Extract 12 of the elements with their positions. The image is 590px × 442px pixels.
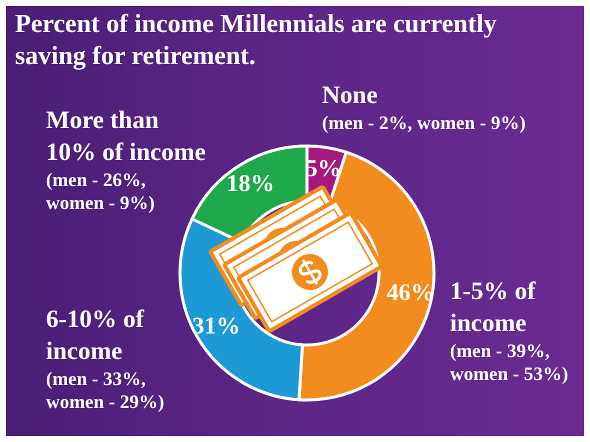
text: (men - 39%, women - 53%) [450, 340, 570, 386]
data-label: 46% [386, 280, 435, 306]
data-label: 31% [192, 314, 240, 340]
text: (men - 33%, women - 29%) [46, 368, 166, 414]
slice-label: 6-10% of income [46, 306, 144, 365]
text: (men - 2%, women - 9%) [322, 112, 527, 135]
slice-label: None [322, 81, 379, 111]
data-label: 18% [226, 170, 274, 197]
slice-label: More than 10% of income [46, 106, 207, 168]
chart-title: Percent of income Millennials are currently saving for retirement. [15, 8, 498, 72]
slice-label: 1-5% of income [450, 277, 537, 339]
text: (men - 26%, women - 9%) [46, 169, 156, 215]
